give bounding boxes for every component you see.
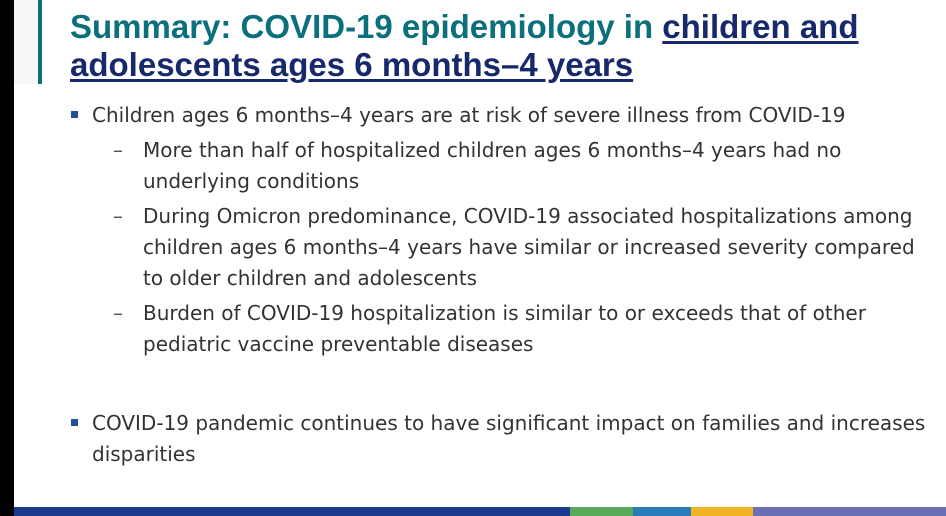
- sub-bullet-3: – Burden of COVID-19 hospitalization is …: [70, 298, 930, 360]
- footer-segment: [633, 507, 691, 516]
- title-accent-line: [38, 0, 42, 84]
- slide: Summary: COVID-19 epidemiology in childr…: [14, 0, 946, 516]
- sub-bullet-1-text: More than half of hospitalized children …: [143, 138, 842, 193]
- square-bullet-icon: [71, 419, 78, 426]
- sub-bullet-3-text: Burden of COVID-19 hospitalization is si…: [143, 301, 866, 356]
- footer-segment: [753, 507, 946, 516]
- footer-segment: [14, 507, 570, 516]
- bullet-1-text: Children ages 6 months–4 years are at ri…: [92, 103, 846, 127]
- dash-bullet-icon: –: [113, 301, 123, 325]
- bullet-2: COVID-19 pandemic continues to have sign…: [70, 408, 930, 470]
- footer-color-band: [14, 507, 946, 516]
- dash-bullet-icon: –: [113, 138, 123, 162]
- dash-bullet-icon: –: [113, 204, 123, 228]
- title-side-bar: [14, 0, 40, 84]
- sub-bullet-2: – During Omicron predominance, COVID-19 …: [70, 201, 930, 294]
- square-bullet-icon: [71, 111, 78, 118]
- bullet-2-text: COVID-19 pandemic continues to have sign…: [92, 411, 926, 466]
- slide-body: Children ages 6 months–4 years are at ri…: [70, 100, 930, 474]
- sub-bullet-2-text: During Omicron predominance, COVID-19 as…: [143, 204, 915, 290]
- title-emphasis: children and adolescents ages 6 months–4…: [70, 8, 859, 83]
- footer-segment: [691, 507, 753, 516]
- bullet-1: Children ages 6 months–4 years are at ri…: [70, 100, 930, 131]
- footer-segment: [570, 507, 633, 516]
- title-lead: Summary: COVID-19 epidemiology in: [70, 8, 663, 45]
- sub-bullet-1: – More than half of hospitalized childre…: [70, 135, 930, 197]
- slide-title: Summary: COVID-19 epidemiology in childr…: [70, 8, 910, 84]
